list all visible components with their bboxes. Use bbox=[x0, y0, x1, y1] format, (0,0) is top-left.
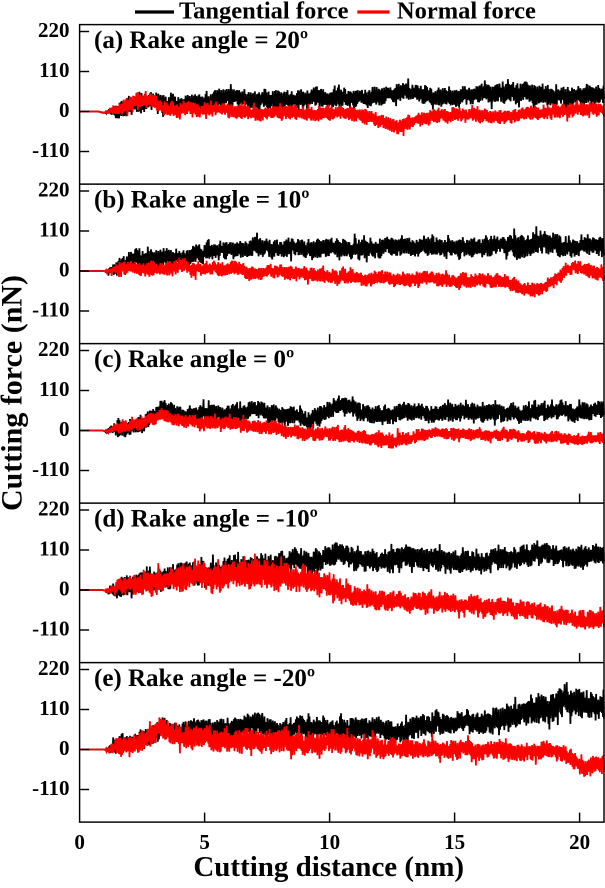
svg-text:0: 0 bbox=[59, 736, 70, 760]
svg-text:(e) Rake angle = -20º: (e) Rake angle = -20º bbox=[94, 665, 315, 692]
svg-text:-110: -110 bbox=[32, 776, 69, 800]
svg-text:(a) Rake angle = 20º: (a) Rake angle = 20º bbox=[94, 27, 308, 54]
svg-text:0: 0 bbox=[59, 577, 70, 601]
svg-text:220: 220 bbox=[38, 18, 70, 42]
svg-text:110: 110 bbox=[39, 218, 69, 242]
svg-text:Cutting distance (nm): Cutting distance (nm) bbox=[193, 851, 464, 883]
svg-text:10: 10 bbox=[319, 830, 340, 854]
svg-text:110: 110 bbox=[39, 377, 69, 401]
svg-text:Normal force: Normal force bbox=[397, 0, 536, 25]
svg-text:220: 220 bbox=[38, 178, 70, 202]
svg-text:-110: -110 bbox=[32, 617, 69, 641]
svg-text:Cutting force (nN): Cutting force (nN) bbox=[0, 275, 29, 511]
svg-text:20: 20 bbox=[569, 830, 590, 854]
svg-text:220: 220 bbox=[38, 656, 70, 680]
svg-text:(c) Rake angle = 0º: (c) Rake angle = 0º bbox=[94, 346, 294, 373]
svg-text:(d) Rake angle = -10º: (d) Rake angle = -10º bbox=[94, 505, 318, 532]
svg-text:0: 0 bbox=[59, 417, 70, 441]
svg-text:-110: -110 bbox=[32, 298, 69, 322]
svg-text:5: 5 bbox=[199, 830, 210, 854]
svg-text:0: 0 bbox=[59, 98, 70, 122]
svg-text:-110: -110 bbox=[32, 138, 69, 162]
svg-text:15: 15 bbox=[444, 830, 465, 854]
svg-text:110: 110 bbox=[39, 696, 69, 720]
svg-text:Tangential force: Tangential force bbox=[179, 0, 349, 25]
svg-text:110: 110 bbox=[39, 58, 69, 82]
svg-text:220: 220 bbox=[38, 497, 70, 521]
svg-text:0: 0 bbox=[74, 830, 85, 854]
svg-text:0: 0 bbox=[59, 258, 70, 282]
svg-text:-110: -110 bbox=[32, 457, 69, 481]
svg-text:220: 220 bbox=[38, 337, 70, 361]
svg-text:110: 110 bbox=[39, 537, 69, 561]
svg-text:(b) Rake angle = 10º: (b) Rake angle = 10º bbox=[94, 186, 310, 213]
